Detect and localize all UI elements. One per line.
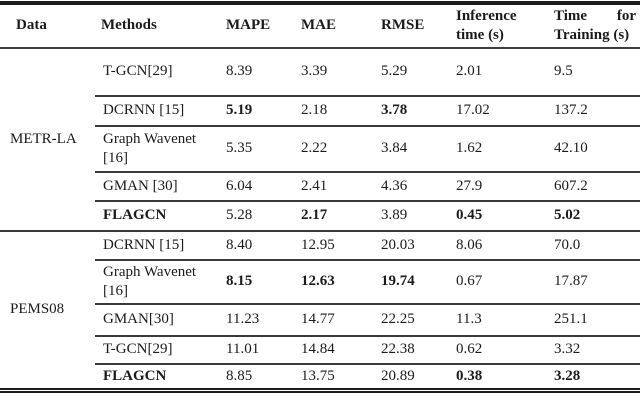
inference-time-cell: 0.45	[450, 200, 548, 232]
mae-cell: 2.22	[295, 125, 375, 173]
mape-cell: 11.23	[220, 303, 295, 337]
training-time-cell: 607.2	[548, 171, 640, 202]
inference-time-cell: 2.01	[450, 47, 548, 97]
mae-cell: 12.95	[295, 230, 375, 261]
col-header-inference-time: Inference time (s)	[450, 3, 548, 49]
training-time-cell: 251.1	[548, 303, 640, 337]
table-row: Graph Wavenet [16] 5.35 2.22 3.84 1.62 4…	[0, 125, 640, 173]
table-row: T-GCN[29] 11.01 14.84 22.38 0.62 3.32	[0, 335, 640, 365]
method-cell: GMAN [30]	[95, 171, 220, 202]
rmse-cell: 20.89	[381, 367, 415, 384]
mape-cell: 5.28	[220, 200, 295, 232]
method-cell: FLAGCN	[103, 367, 167, 384]
training-time-cell: 9.5	[548, 47, 640, 97]
inference-time-cell: 11.3	[450, 303, 548, 337]
col-header-mae: MAE	[295, 3, 375, 49]
mape-cell: 8.40	[220, 230, 295, 261]
table-row: GMAN[30] 11.23 14.77 22.25 11.3 251.1	[0, 303, 640, 337]
inference-time-cell: 27.9	[450, 171, 548, 202]
inference-time-cell: 17.02	[450, 95, 548, 127]
method-cell: T-GCN[29]	[95, 47, 220, 97]
method-cell: Graph Wavenet [16]	[95, 125, 220, 173]
rmse-cell: 19.74	[375, 259, 450, 305]
table-row: PEMS08 DCRNN [15] 8.40 12.95 20.03 8.06 …	[0, 230, 640, 392]
method-cell: FLAGCN	[95, 200, 220, 232]
col-header-rmse: RMSE	[375, 3, 450, 49]
table-row: FLAGCN 8.85 13.75 20.89 0.38 3.28	[0, 364, 640, 391]
mae-cell: 2.41	[295, 171, 375, 202]
rmse-cell: 22.38	[375, 335, 450, 365]
mape-cell: 11.01	[220, 335, 295, 365]
mae-cell: 13.75	[301, 367, 335, 384]
mape-cell: 5.35	[220, 125, 295, 173]
col-header-training-time: Time for Training (s)	[548, 3, 640, 49]
col-header-data: Data	[0, 3, 95, 49]
mae-cell: 12.63	[295, 259, 375, 305]
method-cell: DCRNN [15]	[95, 230, 220, 261]
header-row: Data Methods MAPE MAE RMSE Inference tim…	[0, 3, 640, 49]
training-time-cell: 42.10	[548, 125, 640, 173]
rmse-cell: 22.25	[375, 303, 450, 337]
mape-cell: 8.39	[220, 47, 295, 97]
mape-cell: 8.15	[220, 259, 295, 305]
inference-time-cell: 0.67	[450, 259, 548, 305]
mape-cell: 6.04	[220, 171, 295, 202]
method-cell: Graph Wavenet [16]	[95, 259, 220, 305]
training-time-cell: 17.87	[548, 259, 640, 305]
training-time-cell: 137.2	[548, 95, 640, 127]
table-row: Graph Wavenet [16] 8.15 12.63 19.74 0.67…	[0, 259, 640, 305]
training-time-cell: 5.02	[548, 200, 640, 232]
mae-cell: 14.77	[295, 303, 375, 337]
mae-cell: 2.18	[295, 95, 375, 127]
training-time-cell: 3.28	[554, 367, 581, 384]
rmse-cell: 20.03	[375, 230, 450, 261]
inference-time-cell: 1.62	[450, 125, 548, 173]
rmse-cell: 4.36	[375, 171, 450, 202]
method-cell: DCRNN [15]	[95, 95, 220, 127]
training-time-cell: 70.0	[548, 230, 640, 261]
inference-time-cell: 8.06	[450, 230, 548, 261]
dataset-label: PEMS08	[0, 230, 95, 392]
rmse-cell: 3.84	[375, 125, 450, 173]
mape-cell: 8.85	[226, 367, 253, 384]
rmse-cell: 5.29	[375, 47, 450, 97]
inference-time-cell: 0.62	[450, 335, 548, 365]
inference-time-cell: 0.38	[456, 367, 483, 384]
table-row: METR-LA T-GCN[29] 8.39 3.39 5.29 2.01 9.…	[0, 47, 640, 232]
mae-cell: 2.17	[295, 200, 375, 232]
method-cell: T-GCN[29]	[95, 335, 220, 365]
rmse-cell: 3.78	[375, 95, 450, 127]
training-time-cell: 3.32	[548, 335, 640, 365]
mape-cell: 5.19	[220, 95, 295, 127]
method-cell: GMAN[30]	[95, 303, 220, 337]
mae-cell: 3.39	[295, 47, 375, 97]
table-row: GMAN [30] 6.04 2.41 4.36 27.9 607.2	[0, 171, 640, 202]
results-table: Data Methods MAPE MAE RMSE Inference tim…	[0, 1, 640, 393]
mae-cell: 14.84	[295, 335, 375, 365]
col-header-mape: MAPE	[220, 3, 295, 49]
dataset-label: METR-LA	[0, 47, 95, 232]
table-row: DCRNN [15] 5.19 2.18 3.78 17.02 137.2	[0, 95, 640, 127]
table-row: FLAGCN 5.28 2.17 3.89 0.45 5.02	[0, 200, 640, 232]
rmse-cell: 3.89	[375, 200, 450, 232]
col-header-methods: Methods	[95, 3, 220, 49]
